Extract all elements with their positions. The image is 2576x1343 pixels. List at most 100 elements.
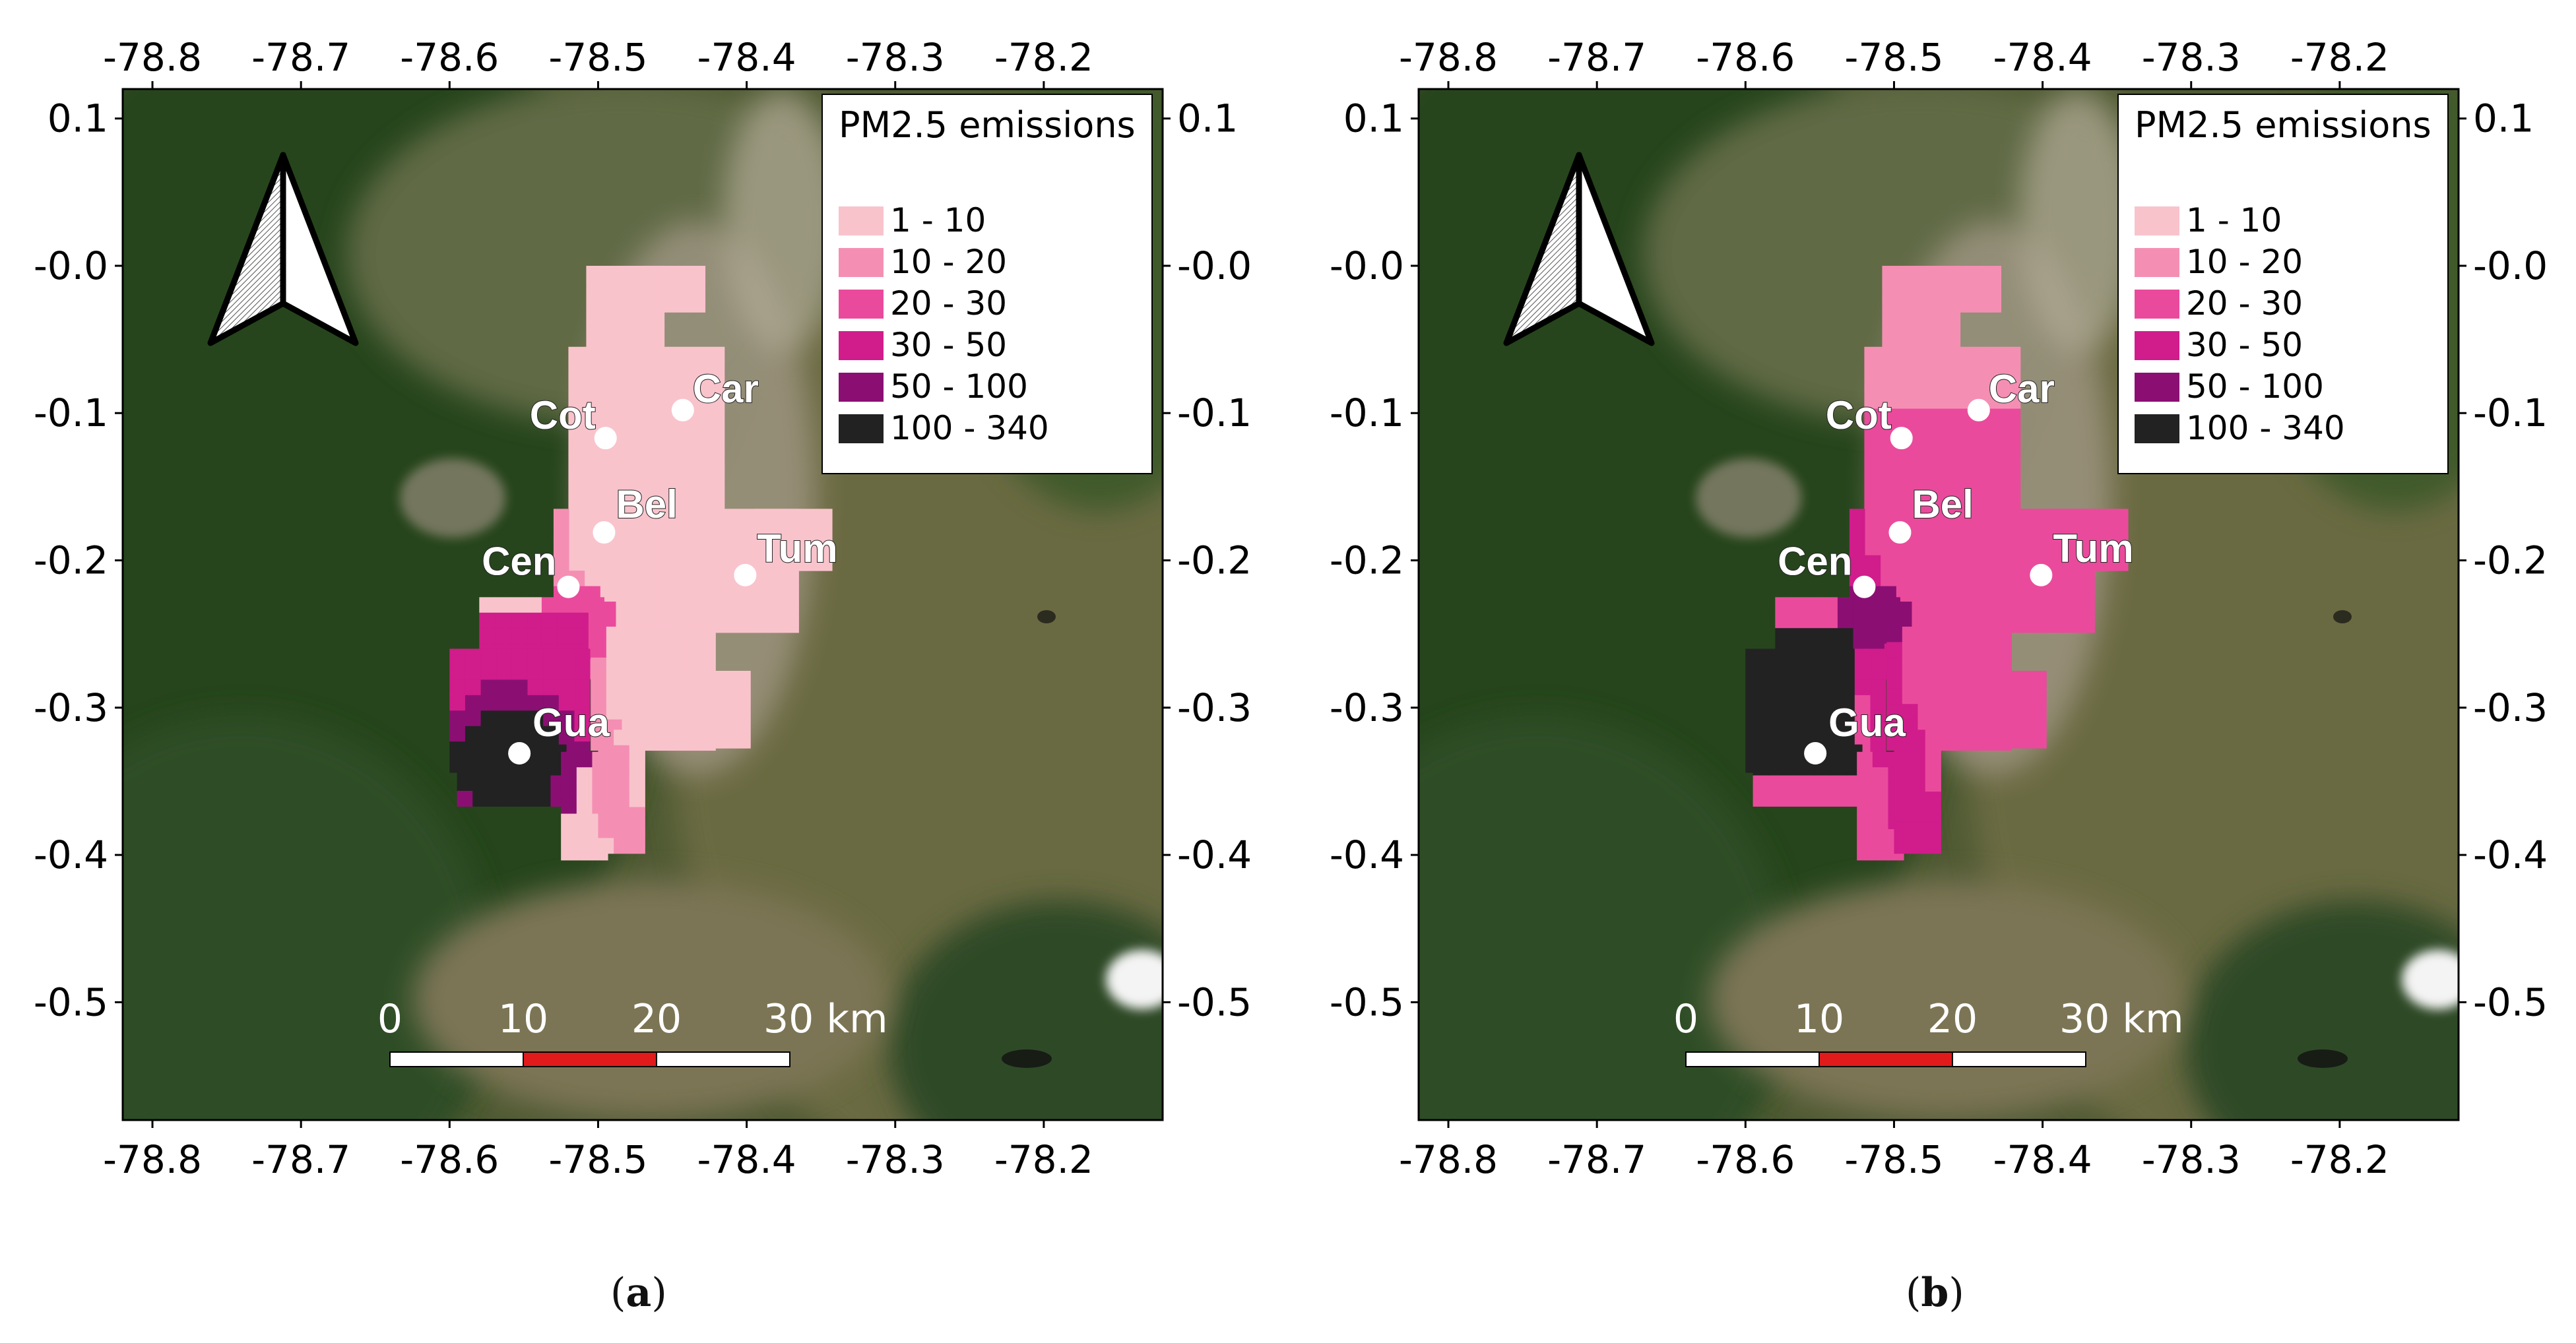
emission-cell xyxy=(598,822,614,838)
emission-cell xyxy=(672,701,689,718)
emission-cell xyxy=(1849,524,1866,540)
emission-cell xyxy=(1896,555,1912,571)
emission-cell xyxy=(1958,346,1974,363)
emission-cell xyxy=(1911,454,1927,471)
legend-title: PM2.5 emissions xyxy=(2135,104,2431,146)
y-tick-label-right: -0.0 xyxy=(1177,243,1252,288)
emission-cell xyxy=(1830,790,1847,807)
emission-cell xyxy=(1954,555,1970,571)
emission-cell xyxy=(1929,327,1945,344)
emission-cell xyxy=(1942,346,1958,363)
y-tick-label-right: -0.5 xyxy=(1177,980,1252,1024)
emission-cell xyxy=(1911,470,1927,487)
emission-cell xyxy=(643,586,659,602)
scale-bar-segment xyxy=(656,1051,790,1067)
legend-label: 100 - 340 xyxy=(890,409,1049,447)
emission-cell xyxy=(526,612,542,629)
emission-cell xyxy=(1864,408,1881,425)
y-tick-label-right: -0.2 xyxy=(1177,538,1252,583)
emission-cell xyxy=(1872,829,1888,845)
emission-cell xyxy=(574,710,591,727)
emission-cell xyxy=(2030,670,2047,687)
emission-cell xyxy=(1917,673,1934,689)
emission-cell xyxy=(1880,470,1896,487)
emission-cell xyxy=(668,626,685,642)
emission-cell xyxy=(1775,597,1791,613)
emission-cell xyxy=(1784,775,1800,792)
emission-cell xyxy=(1864,470,1881,487)
emission-cell xyxy=(1942,454,1958,471)
emission-cell xyxy=(699,626,716,642)
emission-cell xyxy=(2049,509,2066,525)
emission-cell xyxy=(633,312,649,328)
emission-cell xyxy=(574,726,591,742)
emission-cell xyxy=(1894,792,1910,808)
emission-cell xyxy=(2005,408,2021,425)
emission-cell xyxy=(1911,362,1927,379)
emission-cell xyxy=(677,470,694,487)
x-tick-label-bottom: -78.4 xyxy=(697,1137,796,1182)
emission-cell xyxy=(767,571,784,587)
emission-cell xyxy=(1894,807,1910,823)
emission-cell xyxy=(2065,509,2082,525)
emission-cell xyxy=(1784,760,1800,776)
legend-swatch xyxy=(2135,414,2179,443)
emission-cell xyxy=(1902,688,1918,704)
emission-cell xyxy=(2096,555,2113,571)
emission-cell xyxy=(1989,408,2005,425)
emission-cell xyxy=(705,540,721,556)
emission-cell xyxy=(1970,296,1986,313)
x-tick-label-top: -78.2 xyxy=(994,35,1093,80)
city-label-bel: Bel xyxy=(616,482,677,526)
emission-cell xyxy=(653,719,669,735)
emission-cell xyxy=(684,657,701,673)
emission-cell xyxy=(1823,679,1840,696)
emission-cell xyxy=(1768,744,1785,761)
emission-cell xyxy=(653,688,669,704)
emission-cell xyxy=(1894,776,1910,792)
emission-cell xyxy=(752,602,768,617)
north-arrow-icon xyxy=(1503,152,1655,346)
emission-cell xyxy=(1776,664,1793,680)
x-tick-label-top: -78.6 xyxy=(1696,35,1795,80)
emission-cell xyxy=(1886,626,1903,642)
emission-cell xyxy=(557,628,573,644)
emission-cell xyxy=(1954,524,1970,540)
emission-cell xyxy=(1799,790,1816,807)
emission-cell xyxy=(479,612,496,629)
legend-box xyxy=(821,94,1153,474)
emission-cell xyxy=(1784,790,1800,807)
emission-cell xyxy=(1880,346,1896,363)
emission-cell xyxy=(543,664,560,680)
emission-cell xyxy=(1837,612,1854,629)
emission-cell xyxy=(668,657,685,673)
emission-cell xyxy=(599,393,616,410)
emission-cell xyxy=(1776,648,1793,665)
emission-cell xyxy=(622,704,638,720)
emission-cell xyxy=(479,628,496,644)
emission-cell xyxy=(616,524,632,540)
emission-cell xyxy=(2063,602,2080,617)
emission-cell xyxy=(1895,470,1912,487)
emission-cell xyxy=(1999,670,2016,687)
scale-bar-segment xyxy=(523,1051,657,1067)
emission-cell xyxy=(1902,673,1918,689)
emission-cell xyxy=(719,670,736,687)
emission-cell xyxy=(576,782,593,799)
emission-cell xyxy=(709,439,725,456)
emission-cell xyxy=(1837,597,1854,613)
emission-cell xyxy=(1839,695,1855,711)
emission-cell xyxy=(1815,790,1832,807)
emission-cell xyxy=(709,408,725,425)
emission-cell xyxy=(600,555,616,571)
emission-cell xyxy=(1790,612,1807,629)
emission-cell xyxy=(2112,524,2129,540)
emission-cell xyxy=(1925,776,1941,792)
emission-cell xyxy=(616,555,632,571)
legend-swatch xyxy=(2135,290,2179,319)
emission-cell xyxy=(541,597,558,613)
emission-cell xyxy=(1910,776,1926,792)
emission-cell xyxy=(1792,695,1809,711)
